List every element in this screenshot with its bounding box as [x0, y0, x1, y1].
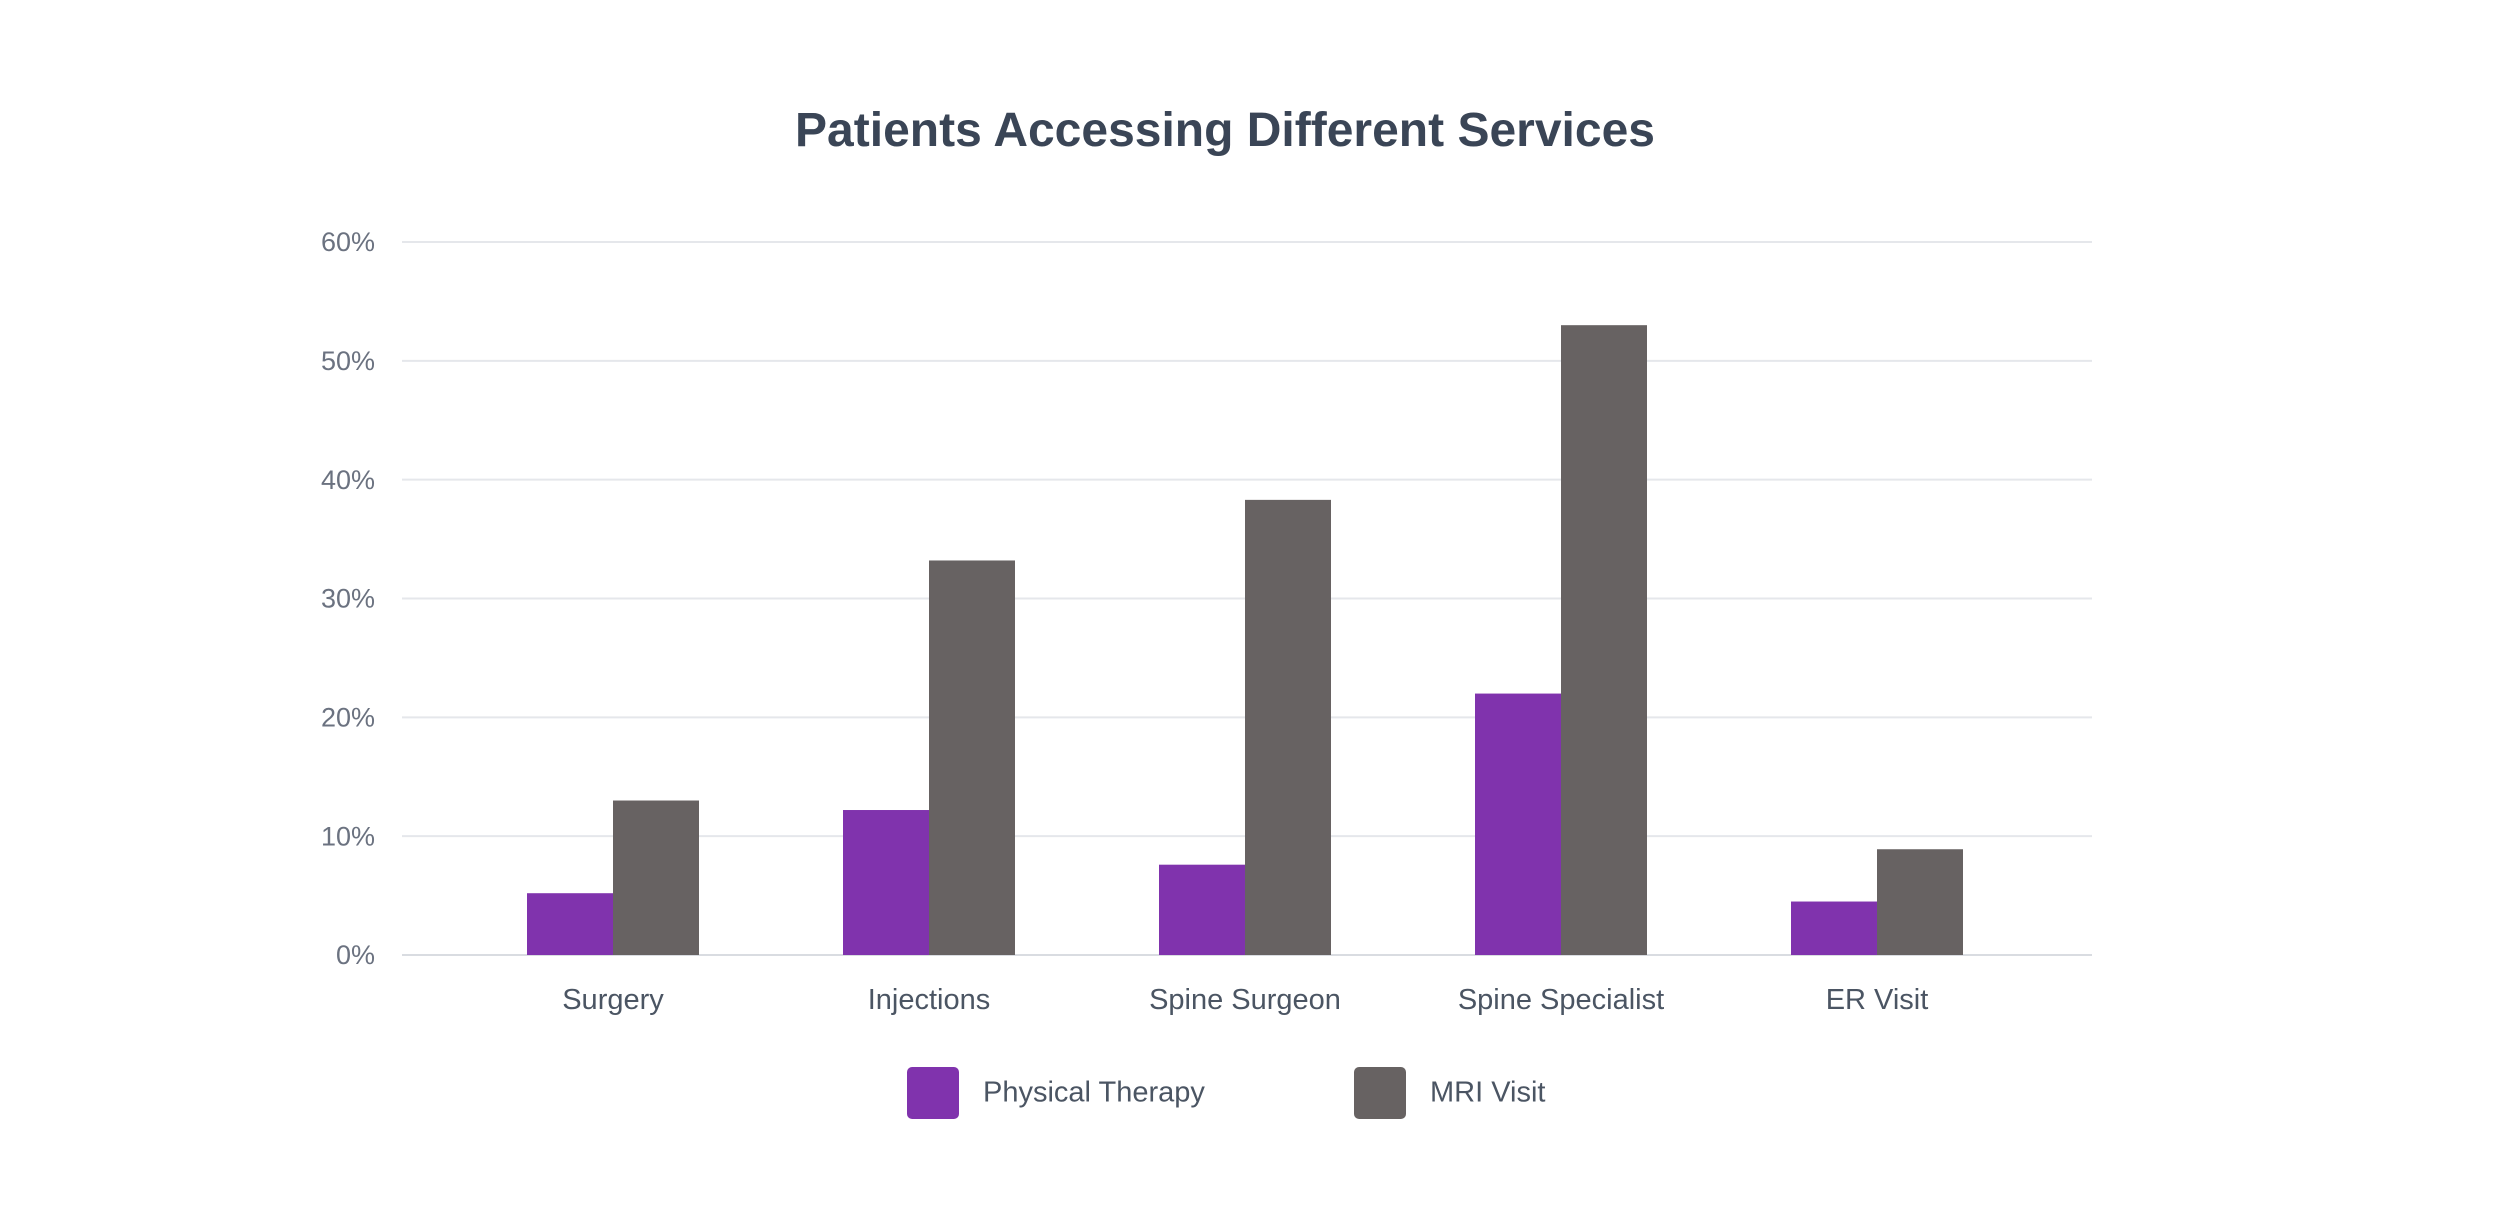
bar-mri-visit-spine-specialist[interactable]	[1561, 325, 1647, 955]
bar-mri-visit-injections[interactable]	[929, 560, 1015, 955]
chart-title: Patients Accessing Different Services	[795, 104, 1655, 157]
bar-physical-therapy-spine-surgeon[interactable]	[1159, 864, 1245, 955]
bar-physical-therapy-er-visit[interactable]	[1791, 901, 1877, 955]
legend-swatch	[1354, 1067, 1406, 1119]
bar-physical-therapy-injections[interactable]	[843, 810, 929, 955]
y-tick-label: 50%	[321, 346, 375, 376]
y-tick-label: 10%	[321, 821, 375, 851]
y-tick-label: 40%	[321, 465, 375, 495]
bar-mri-visit-surgery[interactable]	[613, 800, 699, 955]
bar-mri-visit-spine-surgeon[interactable]	[1245, 499, 1331, 955]
legend-item-physical-therapy[interactable]: Physical Therapy	[907, 1067, 1205, 1119]
x-axis-categories: Surgery Injections Spine Surgeon Spine Spec…	[562, 984, 1928, 1016]
x-tick-label: Spine Specialist	[1458, 984, 1664, 1016]
y-tick-label: 30%	[321, 584, 375, 614]
legend-label: MRI Visit	[1430, 1077, 1545, 1109]
bar-mri-visit-er-visit[interactable]	[1877, 849, 1963, 955]
x-tick-label: ER Visit	[1826, 984, 1929, 1016]
x-tick-label: Injections	[868, 984, 991, 1016]
bar-physical-therapy-surgery[interactable]	[527, 893, 613, 955]
x-tick-label: Spine Surgeon	[1149, 984, 1341, 1016]
legend-label: Physical Therapy	[983, 1077, 1205, 1109]
legend-item-mri-visit[interactable]: MRI Visit	[1354, 1067, 1545, 1119]
bars	[527, 325, 1963, 955]
y-axis-ticks: 0% 10% 20% 30% 40% 50% 60%	[321, 227, 375, 970]
x-tick-label: Surgery	[562, 984, 664, 1016]
legend[interactable]: Physical Therapy MRI Visit	[907, 1067, 1545, 1119]
y-tick-label: 0%	[336, 940, 375, 970]
bar-physical-therapy-spine-specialist[interactable]	[1475, 693, 1561, 955]
y-tick-label: 20%	[321, 702, 375, 732]
legend-swatch	[907, 1067, 959, 1119]
y-tick-label: 60%	[321, 227, 375, 257]
